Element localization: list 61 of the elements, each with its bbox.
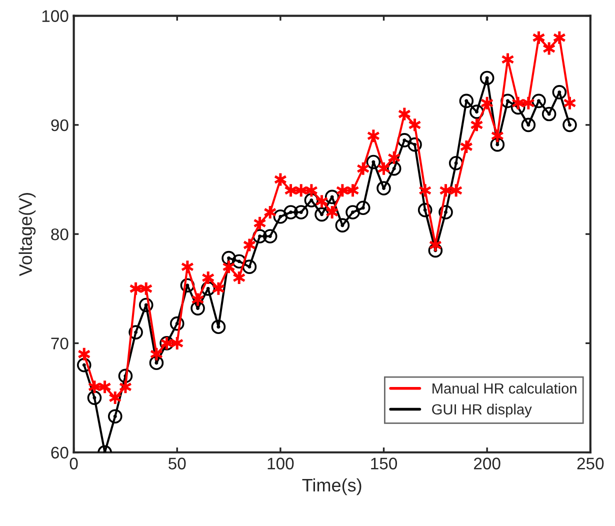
point: [252, 229, 267, 244]
point: [262, 229, 278, 244]
point: [510, 100, 526, 115]
point: [438, 205, 453, 220]
point: [273, 209, 288, 224]
point: [459, 94, 474, 108]
point: [242, 260, 257, 274]
point: [376, 181, 391, 196]
point: [480, 70, 494, 86]
y-tick-label: 80: [51, 228, 68, 240]
point: [294, 205, 308, 220]
y-tick-label: 60: [51, 446, 68, 459]
point: [500, 94, 515, 108]
point: [428, 243, 443, 258]
point: [200, 281, 216, 296]
point: [346, 205, 360, 220]
point: [335, 218, 350, 232]
y-tick-label: 70: [51, 338, 68, 350]
point: [170, 316, 184, 331]
point: [304, 193, 319, 208]
point: [418, 202, 432, 218]
point: [366, 154, 381, 170]
point: [532, 94, 546, 108]
point: [314, 207, 329, 222]
x-tick-label: 100: [268, 458, 294, 470]
x-tick-label: 250: [577, 458, 604, 470]
point: [408, 137, 422, 152]
point: [190, 301, 205, 316]
point: [108, 409, 122, 424]
point: [490, 137, 505, 152]
point: [222, 250, 236, 266]
point: [470, 104, 484, 119]
point: [542, 106, 556, 122]
y-tick-label: 100: [42, 10, 68, 22]
point: [87, 390, 102, 405]
point: [356, 200, 370, 216]
point: [76, 358, 92, 372]
point: [552, 85, 567, 100]
point: [284, 205, 298, 220]
point: [118, 368, 133, 384]
legend-label: GUI HR display: [432, 404, 532, 418]
point: [562, 118, 577, 132]
x-tick-label: 0: [70, 458, 78, 470]
legend-label: Manual HR calculation: [432, 382, 576, 394]
point: [448, 156, 464, 170]
point: [521, 118, 536, 132]
x-axis-title: Time(s): [302, 478, 362, 496]
point: [324, 190, 340, 204]
point: [232, 254, 246, 269]
point: [138, 298, 154, 312]
point: [128, 325, 143, 340]
point: [211, 320, 226, 334]
x-tick-label: 200: [474, 458, 500, 470]
point: [386, 161, 402, 176]
point: [397, 133, 412, 148]
y-axis-title: Voltage(V): [18, 193, 36, 276]
x-tick-label: 50: [168, 458, 186, 470]
point: [149, 356, 164, 370]
y-tick-label: 90: [51, 119, 68, 132]
point: [180, 278, 195, 293]
x-tick-label: 150: [371, 458, 398, 470]
